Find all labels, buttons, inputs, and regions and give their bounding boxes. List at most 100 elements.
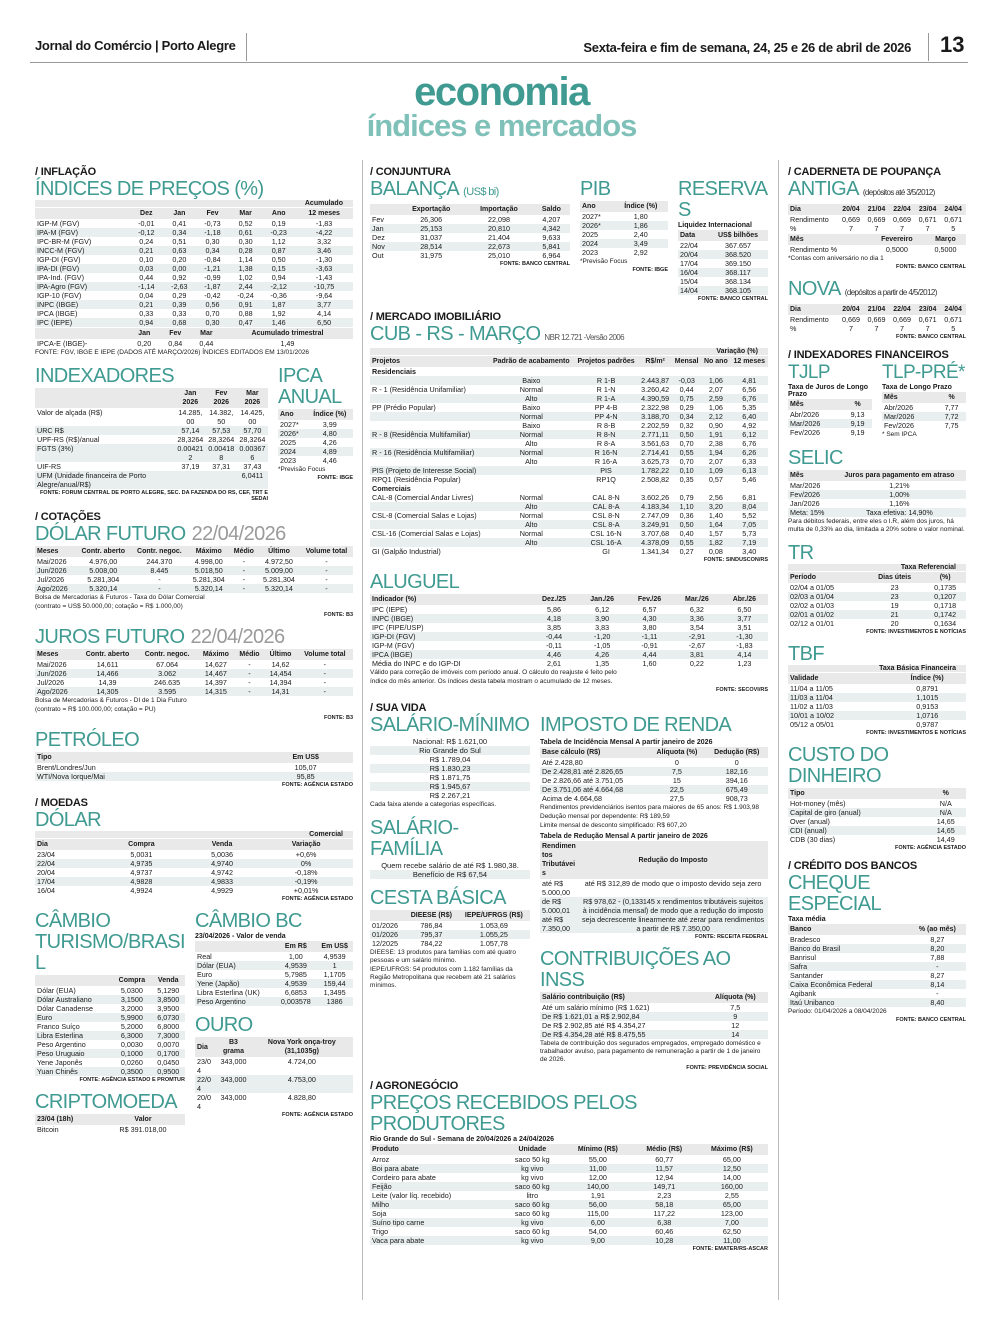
block-title-suffix: 22/04/2026	[190, 626, 285, 648]
column-header: Máximo	[197, 649, 235, 660]
table-cell: 1,00	[288, 952, 303, 961]
table-cell: IGP-M (FGV)	[37, 219, 80, 228]
table-cell: N/A	[925, 808, 966, 817]
table-cell: 65,00	[695, 1200, 768, 1209]
table-cell: 0%	[259, 859, 353, 868]
block-note: (contrato = US$ 50.000,00; cotação = R$ …	[35, 603, 183, 610]
table-cell: N/A	[939, 799, 952, 808]
table-cell: 3.561,63	[641, 439, 670, 448]
column-header	[35, 328, 129, 339]
source-credit: FONTE: SECOVI/RS	[716, 687, 768, 693]
table-cell: CDI (anual)	[788, 826, 926, 835]
table-cell: Hot-money (mês)	[790, 799, 846, 808]
table-header-row: Mês Fevereiro Março	[788, 234, 966, 245]
source-credit: FONTE: INVESTIMENTOS E NOTÍCIAS	[866, 730, 966, 736]
table-cell: 343,000	[220, 1057, 247, 1066]
table-row: Rio Grande do Sul	[370, 746, 530, 755]
block-title: JUROS FUTURO 22/04/2026	[35, 627, 353, 648]
table-cell: 6,964	[542, 251, 561, 260]
section-kicker: / CRÉDITO DOS BANCOS	[788, 860, 918, 872]
table-row: IPC-BR-M (FGV) 0,24 0,51 0,30 0,30 1,12 3,32	[35, 237, 353, 246]
table-row: Jul/2026 5.281,304 - 5.281,304 - 5.281,304 -	[35, 575, 353, 584]
block-group-columns: CÂMBIO TURISMO/BRASIL Compra Venda Dólar (E…	[35, 911, 353, 1134]
table-cell: 0,91	[229, 300, 263, 309]
block-petroleo: PETRÓLEO Tipo Em US$ Brent/Londres/Jun 105,0…	[35, 730, 353, 788]
table-cell: 2,07	[708, 457, 723, 466]
table-cell: Ago/2026	[35, 584, 76, 593]
source-credit: FONTE: AGÊNCIA ESTADO	[282, 782, 353, 788]
table-cell: Rendimento %	[790, 215, 829, 233]
column-header: Mar	[190, 328, 222, 339]
table-header-row: Banco% (ao mês)	[788, 924, 966, 935]
header-divider	[928, 33, 929, 61]
column-header: Compra	[97, 839, 185, 850]
table-cell: -0,01	[138, 219, 155, 228]
table-cell: 0,84	[168, 339, 183, 348]
table-cell: -	[130, 584, 188, 593]
table-cell: 1,49	[280, 339, 295, 348]
source-credit: FONTE: B3	[323, 715, 353, 721]
table-cell	[370, 394, 489, 403]
column-header: Indicador (%)	[370, 594, 530, 605]
table-cell: 0,34	[195, 246, 230, 255]
table-cell: Dólar Australiano	[35, 995, 113, 1004]
section-kicker: / CONJUNTURA	[370, 166, 451, 178]
table-row: Boi para abate kg vivo 11,00 11,57 12,50	[370, 1164, 768, 1173]
table-cell: -0,42	[204, 291, 221, 300]
table-row: Abr/2026 9,13	[788, 410, 872, 419]
table-cell: 8.445	[130, 566, 188, 575]
table-cell: 4,9742	[211, 868, 234, 877]
block-tlp: TLP-PRÉ* Taxa de Longo Prazo Mês% Abr/2026 7…	[882, 362, 966, 439]
column-header: Índice (%)	[888, 673, 966, 684]
table-row: 20/04 4,9737 4,9742 -0,18%	[35, 868, 353, 877]
table-cell: CSL 8-A	[573, 520, 639, 529]
table-cell: 6,50	[737, 605, 752, 614]
table-cell: kg vivo	[521, 1173, 544, 1182]
table-row: Nov 28,514 22,673 5,841	[370, 242, 570, 251]
block-group: / CONJUNTURA BALANÇA (US$ bi) Exportação Imp…	[370, 166, 768, 302]
table-row: Normal PP 4-N 3.188,70 0,34 2,12 6,40	[370, 412, 768, 421]
table-row: 2027* 3,99	[278, 420, 353, 429]
table-cell: 5.281,304	[262, 575, 295, 584]
table-row: Peso Argentino 0,003578 1386	[195, 997, 353, 1006]
table-cell: Meta: 15%	[788, 508, 833, 517]
block-subcolumn: SALÁRIO-MÍNIMO Nacional: R$ 1.621,00 Rio G…	[370, 715, 530, 990]
table-cell: R$ 2.267,21	[429, 791, 471, 800]
table-cell: 8,20	[908, 944, 966, 953]
table-cell: 0,1718	[934, 601, 957, 610]
table-cell: 0,75	[672, 394, 702, 403]
table-header-row: Mês%	[788, 399, 872, 410]
column-header: 20/04	[838, 204, 864, 215]
block-title-text: TJLP	[788, 362, 831, 383]
table-cell: 0,33	[172, 309, 187, 318]
table-cell: 0,68	[162, 318, 196, 327]
table-cell: 22,5	[648, 785, 706, 794]
column-header: Padrão de acabamento	[488, 356, 574, 367]
data-table: Meses Contr. aberto Contr. negoc. Máximo Méd…	[35, 649, 353, 696]
table-cell: -	[323, 660, 327, 669]
block-subcolumn: PIB Ano Índice (%) 2027* 1,80 2026* 1,86 2025 2,…	[580, 179, 668, 273]
table-header-row: Meses Contr. aberto Contr. negoc. Máximo Méd…	[35, 649, 353, 660]
table-cell	[370, 457, 489, 466]
block-note: FONTE: FGV, IBGE E IEPE (DADOS ATÉ MARÇO…	[35, 349, 310, 356]
table-cell: 6,26	[730, 448, 768, 457]
table-cell: 2.322,98	[641, 403, 670, 412]
table-cell: 7,19	[730, 538, 768, 547]
source-credit: FONTE: RECEITA FEDERAL	[694, 934, 768, 940]
table-header-row: 23/04 (18h) Valor	[35, 1114, 185, 1125]
table-row: 02/01 a 01/02 21 0,1742	[788, 610, 966, 619]
table-cell: 0,5000	[885, 245, 908, 254]
table-cell: 14,467	[197, 669, 235, 678]
data-table: Dia 20/04 21/04 22/04 23/04 24/04 Rendimento %…	[788, 204, 966, 233]
table-cell: 28,3264	[239, 435, 266, 444]
block-title: PREÇOS RECEBIDOS PELOS PRODUTORES	[370, 1093, 768, 1135]
table-cell: 19	[890, 601, 899, 610]
table-row: De 2.826,66 até 3.751,05 15 394,16	[540, 776, 768, 785]
block-dolar: / MOEDAS DÓLAR Comercial Dia Compra Venda Vari…	[35, 797, 353, 902]
table-cell: 784,22	[420, 939, 443, 948]
block-aluguel: ALUGUEL Indicador (%) Dez./25 Jan./26 Fev./2…	[370, 572, 768, 693]
table-header-row: DIEESE (R$) IEPE/UFRGS (R$)	[370, 910, 530, 921]
table-cell: 0,70	[679, 439, 694, 448]
table-cell: 0,29	[679, 403, 694, 412]
block-cheque: / CRÉDITO DOS BANCOS CHEQUE ESPECIAL Taxa …	[788, 860, 966, 1023]
